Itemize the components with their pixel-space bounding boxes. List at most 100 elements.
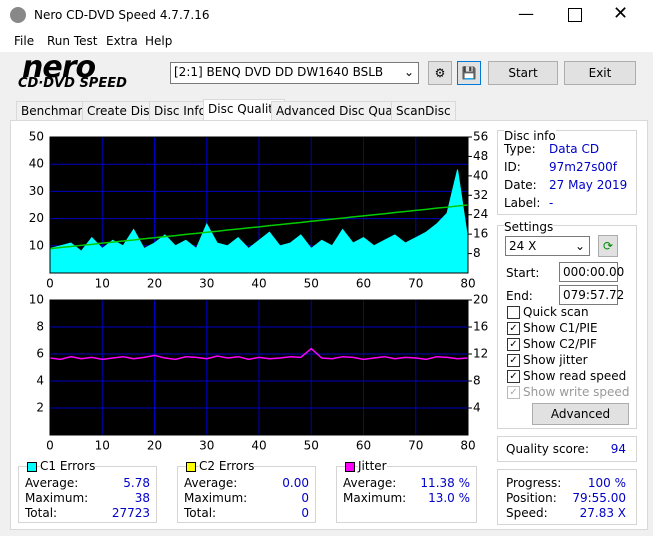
y2-tick-label: 20	[473, 293, 488, 307]
y2-tick-label: 12	[473, 347, 488, 361]
checkbox-label: Quick scan	[523, 305, 589, 319]
advanced-button[interactable]: Advanced	[532, 403, 629, 425]
y2-tick-label: 16	[473, 320, 488, 334]
stats-value: 27723	[111, 506, 150, 520]
progress-value: 79:55.00	[572, 491, 626, 505]
x-tick-label: 0	[46, 439, 54, 453]
legend-swatch	[345, 462, 355, 472]
x-tick-label: 30	[199, 439, 214, 453]
tab-active[interactable]: Disc Quality	[203, 99, 286, 122]
quality-value: 94	[610, 442, 626, 456]
x-tick-label: 70	[408, 277, 423, 291]
x-tick-label: 20	[147, 277, 162, 291]
y2-tick-label: 16	[473, 227, 488, 241]
menu-item[interactable]: Extra	[106, 34, 138, 48]
checkbox[interactable]: ✓	[507, 338, 520, 351]
end-field[interactable]: 079:57.72	[559, 285, 624, 305]
y2-tick-label: 4	[473, 401, 481, 415]
legend-swatch	[27, 462, 37, 472]
checkbox-label: Show C2/PIF	[523, 337, 597, 351]
drive-select[interactable]: [2:1] BENQ DVD DD DW1640 BSLB ⌄	[170, 62, 419, 84]
stats-value: 11.38 %	[420, 476, 470, 490]
window-title: Nero CD-DVD Speed 4.7.7.16	[34, 8, 210, 22]
stats-title: C1 Errors	[40, 459, 96, 473]
minimize[interactable]: —	[518, 4, 534, 23]
checkbox[interactable]: ✓	[507, 354, 520, 367]
tab[interactable]: ScanDisc	[391, 101, 456, 121]
stats-value: 5.78	[123, 476, 150, 490]
eject-button[interactable]: ⚙	[428, 61, 452, 85]
title-bar: Nero CD-DVD Speed 4.7.7.16 — ✕	[0, 0, 653, 30]
group-title: Settings	[504, 220, 554, 234]
info-label: ID:	[504, 160, 521, 174]
stats-label: Maximum:	[184, 491, 248, 505]
y-tick-label: 10	[29, 293, 44, 307]
menu-item[interactable]: Run Test	[47, 34, 98, 48]
quality-group: Quality score: 94	[497, 436, 637, 462]
y2-tick-label: 32	[473, 188, 488, 202]
stats-value: 0.00	[282, 476, 309, 490]
tab[interactable]: Advanced Disc Quality	[271, 101, 417, 121]
checkbox[interactable]: ✓	[507, 322, 520, 335]
x-tick-label: 40	[251, 439, 266, 453]
stats-label: Maximum:	[25, 491, 89, 505]
x-tick-label: 10	[95, 439, 110, 453]
drive-name: [2:1] BENQ DVD DD DW1640 BSLB	[174, 65, 384, 79]
plot-frame	[49, 136, 469, 274]
app-icon	[10, 7, 26, 23]
y-tick-label: 40	[29, 157, 44, 171]
menu-item[interactable]: Help	[145, 34, 173, 48]
menu-bar: File Run Test Extra Help	[0, 30, 653, 52]
checkbox-label: Show jitter	[523, 353, 588, 367]
y2-tick-label: 40	[473, 168, 488, 182]
y2-tick-label: 8	[473, 246, 481, 260]
checkbox-label: Show write speed	[523, 385, 630, 399]
tab[interactable]: Benchmark	[16, 101, 95, 121]
y-tick-label: 8	[36, 320, 44, 334]
checkbox-label: Show C1/PIE	[523, 321, 598, 335]
start-field[interactable]: 000:00.00	[559, 262, 624, 282]
y2-tick-label: 24	[473, 207, 488, 221]
speed-select[interactable]: 24 X ⌄	[505, 236, 590, 256]
logo-product: CD·DVD SPEED	[18, 76, 127, 91]
info-label: Label:	[504, 196, 541, 210]
progress-value: 100 %	[587, 476, 626, 490]
end-label: End:	[506, 289, 533, 303]
tab[interactable]: Disc Info	[149, 101, 211, 121]
x-tick-label: 60	[356, 277, 371, 291]
stats-label: Total:	[184, 506, 217, 520]
x-tick-label: 80	[460, 439, 475, 453]
disc-info-group: Disc info Type: Data CD ID: 97m27s00f Date…	[497, 129, 637, 215]
group-title: Disc info	[504, 129, 556, 143]
y-tick-label: 6	[36, 347, 44, 361]
stats-label: Average:	[343, 476, 397, 490]
checkbox: ✓	[507, 386, 520, 399]
stats-value: 0	[301, 491, 309, 505]
settings-group: Settings 24 X ⌄ ⟳ Start: 000:00.00 End: 0…	[497, 220, 637, 429]
logo-brand: nero	[22, 50, 96, 85]
info-label: Type:	[504, 142, 536, 156]
info-value: Data CD	[549, 142, 600, 156]
close[interactable]: ✕	[613, 3, 629, 24]
checkbox[interactable]	[507, 306, 520, 319]
stats-label: Total:	[25, 506, 58, 520]
save-button[interactable]: 💾	[457, 61, 481, 85]
tab[interactable]: Create Disc	[82, 101, 162, 121]
x-tick-label: 50	[304, 439, 319, 453]
menu-item[interactable]: File	[14, 34, 35, 48]
series-line	[49, 204, 469, 250]
checkbox[interactable]: ✓	[507, 370, 520, 383]
maximize[interactable]	[568, 8, 582, 22]
progress-group: Progress: 100 % Position: 79:55.00 Speed: 2…	[497, 469, 637, 525]
refresh-button[interactable]: ⟳	[598, 235, 618, 257]
start-button[interactable]: Start	[488, 61, 558, 85]
x-tick-label: 80	[460, 277, 475, 291]
start-label: Start:	[506, 266, 540, 280]
x-tick-label: 70	[408, 439, 423, 453]
y2-tick-label: 56	[473, 130, 488, 144]
y2-tick-label: 8	[473, 374, 481, 388]
legend-swatch	[186, 462, 196, 472]
stats-value: 38	[134, 491, 150, 505]
exit-button[interactable]: Exit	[564, 61, 636, 85]
